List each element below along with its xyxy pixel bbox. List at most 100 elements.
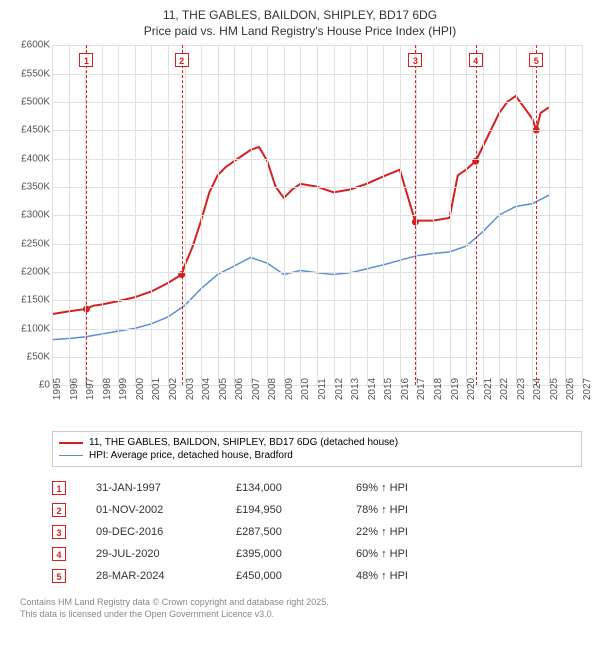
y-tick-label: £400K [10, 153, 50, 164]
marker-line [182, 45, 183, 385]
sales-hpi: 60% ↑ HPI [356, 548, 582, 560]
x-tick-label: 2016 [400, 378, 411, 400]
x-tick-label: 1998 [102, 378, 113, 400]
legend-label: 11, THE GABLES, BAILDON, SHIPLEY, BD17 6… [89, 437, 398, 448]
y-tick-label: £300K [10, 210, 50, 221]
chart-container: 11, THE GABLES, BAILDON, SHIPLEY, BD17 6… [0, 0, 600, 629]
gridline-v [52, 45, 53, 385]
footnote-line1: Contains HM Land Registry data © Crown c… [20, 597, 590, 609]
sales-hpi: 22% ↑ HPI [356, 526, 582, 538]
sales-date: 28-MAR-2024 [96, 570, 236, 582]
gridline-v [416, 45, 417, 385]
y-tick-label: £150K [10, 295, 50, 306]
x-tick-label: 1996 [69, 378, 80, 400]
sales-row: 131-JAN-1997£134,00069% ↑ HPI [52, 477, 582, 499]
marker-box: 2 [175, 53, 189, 67]
marker-line [415, 45, 416, 385]
x-tick-label: 2003 [185, 378, 196, 400]
y-tick-label: £600K [10, 40, 50, 51]
plot-area: 12345 [52, 45, 582, 385]
gridline-v [483, 45, 484, 385]
gridline-v [185, 45, 186, 385]
x-tick-label: 2005 [218, 378, 229, 400]
x-tick-label: 1999 [118, 378, 129, 400]
y-tick-label: £450K [10, 125, 50, 136]
x-tick-label: 2027 [582, 378, 593, 400]
sales-hpi: 69% ↑ HPI [356, 482, 582, 494]
gridline-v [151, 45, 152, 385]
sales-price: £134,000 [236, 482, 356, 494]
legend-label: HPI: Average price, detached house, Brad… [89, 450, 293, 461]
title-address: 11, THE GABLES, BAILDON, SHIPLEY, BD17 6… [10, 8, 590, 24]
sales-row: 309-DEC-2016£287,50022% ↑ HPI [52, 521, 582, 543]
sales-price: £450,000 [236, 570, 356, 582]
footnote-line2: This data is licensed under the Open Gov… [20, 609, 590, 621]
y-tick-label: £100K [10, 323, 50, 334]
marker-line [476, 45, 477, 385]
x-tick-label: 2008 [267, 378, 278, 400]
chart-area: 12345 £0£50K£100K£150K£200K£250K£300K£35… [10, 45, 590, 425]
x-tick-label: 1995 [52, 378, 63, 400]
gridline-v [383, 45, 384, 385]
gridline-v [201, 45, 202, 385]
sales-price: £194,950 [236, 504, 356, 516]
x-tick-label: 1997 [85, 378, 96, 400]
x-tick-label: 2006 [234, 378, 245, 400]
gridline-v [251, 45, 252, 385]
gridline-v [168, 45, 169, 385]
gridline-v [549, 45, 550, 385]
y-tick-label: £550K [10, 68, 50, 79]
sales-date: 01-NOV-2002 [96, 504, 236, 516]
gridline-v [499, 45, 500, 385]
x-tick-label: 2017 [416, 378, 427, 400]
sales-marker: 3 [52, 525, 66, 539]
x-tick-label: 2011 [317, 378, 328, 400]
sales-marker: 5 [52, 569, 66, 583]
y-tick-label: £0 [10, 380, 50, 391]
x-tick-label: 2026 [565, 378, 576, 400]
x-tick-label: 2018 [433, 378, 444, 400]
marker-box: 3 [408, 53, 422, 67]
marker-line [536, 45, 537, 385]
sales-row: 201-NOV-2002£194,95078% ↑ HPI [52, 499, 582, 521]
gridline-v [532, 45, 533, 385]
gridline-v [516, 45, 517, 385]
sales-table: 131-JAN-1997£134,00069% ↑ HPI201-NOV-200… [52, 477, 582, 587]
title-subtitle: Price paid vs. HM Land Registry's House … [10, 24, 590, 40]
y-tick-label: £350K [10, 181, 50, 192]
gridline-v [300, 45, 301, 385]
gridline-v [118, 45, 119, 385]
sales-price: £395,000 [236, 548, 356, 560]
gridline-v [565, 45, 566, 385]
gridline-v [582, 45, 583, 385]
gridline-v [102, 45, 103, 385]
x-tick-label: 2022 [499, 378, 510, 400]
x-tick-label: 2013 [350, 378, 361, 400]
gridline-v [433, 45, 434, 385]
x-tick-label: 2021 [483, 378, 494, 400]
y-tick-label: £200K [10, 266, 50, 277]
x-tick-label: 2025 [549, 378, 560, 400]
gridline-v [367, 45, 368, 385]
x-tick-label: 2000 [135, 378, 146, 400]
x-tick-label: 2015 [383, 378, 394, 400]
gridline-v [284, 45, 285, 385]
marker-box: 4 [469, 53, 483, 67]
sales-hpi: 48% ↑ HPI [356, 570, 582, 582]
gridline-v [218, 45, 219, 385]
sales-marker: 1 [52, 481, 66, 495]
gridline-v [317, 45, 318, 385]
gridline-v [234, 45, 235, 385]
x-tick-label: 2023 [516, 378, 527, 400]
legend-swatch [59, 455, 83, 456]
sales-date: 29-JUL-2020 [96, 548, 236, 560]
x-tick-label: 2012 [334, 378, 345, 400]
sales-price: £287,500 [236, 526, 356, 538]
x-tick-label: 2014 [367, 378, 378, 400]
legend-row: 11, THE GABLES, BAILDON, SHIPLEY, BD17 6… [59, 436, 575, 449]
x-tick-label: 2020 [466, 378, 477, 400]
legend-row: HPI: Average price, detached house, Brad… [59, 449, 575, 462]
footnote: Contains HM Land Registry data © Crown c… [20, 597, 590, 620]
legend-swatch [59, 442, 83, 444]
y-tick-label: £50K [10, 351, 50, 362]
